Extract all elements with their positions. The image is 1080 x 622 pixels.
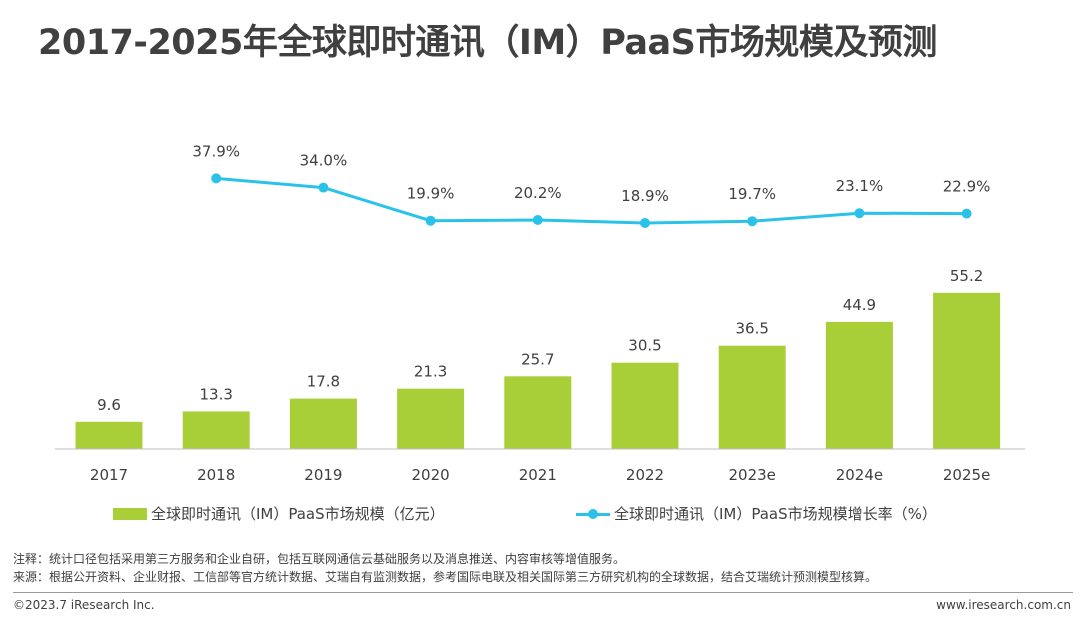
bar-2019 (289, 398, 357, 449)
legend-bar-label: 全球即时通讯（IM）PaaS市场规模（亿元） (151, 505, 445, 523)
bar-2022 (611, 362, 679, 449)
x-tick-label: 2023e (728, 466, 775, 484)
bar-value-label: 9.6 (97, 396, 121, 414)
growth-rate-point (425, 215, 436, 226)
bar-value-label: 44.9 (843, 296, 876, 314)
x-tick-label: 2024e (836, 466, 883, 484)
x-tick-label: 2022 (626, 466, 664, 484)
legend-line-swatch (576, 508, 610, 520)
bar-2024e (825, 321, 893, 449)
website-text: www.iresearch.com.cn (936, 598, 1071, 612)
labels-layer: 9.6 2017 13.3 2018 17.8 2019 21.3 2020 25.7 2021 3… (90, 142, 991, 484)
bar-value-label: 36.5 (735, 320, 768, 338)
growth-rate-point (640, 218, 650, 228)
footer-divider (13, 592, 1073, 593)
growth-rate-label: 23.1% (836, 177, 884, 195)
note-text: 注释：统计口径包括采用第三方服务和企业自研，包括互联网通信云基础服务以及消息推送… (13, 552, 626, 566)
bar-2018 (182, 411, 250, 449)
bars-layer (75, 292, 1001, 449)
bar-value-label: 13.3 (199, 385, 232, 403)
growth-rate-point (211, 173, 222, 184)
source-text: 来源：根据公开资料、企业财报、工信部等官方统计数据、艾瑞自有监测数据，参考国际电… (13, 570, 878, 584)
x-tick-label: 2019 (304, 466, 342, 484)
bar-2025e (933, 292, 1001, 449)
growth-rate-label: 19.9% (407, 185, 455, 203)
legend-item-line: 全球即时通讯（IM）PaaS市场规模增长率（%） (576, 503, 937, 524)
bar-2020 (397, 388, 465, 449)
growth-rate-label: 34.0% (300, 152, 348, 170)
bar-2023e (718, 345, 786, 449)
x-tick-label: 2020 (412, 466, 450, 484)
bar-value-label: 21.3 (414, 363, 447, 381)
growth-rate-label: 18.9% (621, 187, 669, 205)
growth-rate-point (854, 208, 865, 219)
copyright-text: ©2023.7 iResearch Inc. (13, 598, 155, 612)
growth-rate-point (318, 182, 329, 193)
growth-rate-label: 37.9% (192, 142, 240, 160)
notes-block: 注释：统计口径包括采用第三方服务和企业自研，包括互联网通信云基础服务以及消息推送… (13, 550, 877, 586)
line-layer (211, 173, 972, 228)
bar-2021 (504, 376, 572, 449)
growth-rate-point (747, 216, 758, 227)
growth-rate-point (532, 215, 543, 225)
x-tick-label: 2021 (519, 466, 557, 484)
legend-item-bar: 全球即时通讯（IM）PaaS市场规模（亿元） (113, 503, 445, 524)
growth-rate-label: 19.7% (728, 185, 776, 203)
growth-rate-line (216, 176, 967, 225)
bar-value-label: 17.8 (307, 373, 340, 391)
bar-2017 (75, 421, 143, 449)
x-tick-label: 2025e (943, 466, 990, 484)
bar-value-label: 25.7 (521, 350, 554, 368)
combo-chart: 9.6 2017 13.3 2018 17.8 2019 21.3 2020 25.7 2021 3… (55, 142, 1025, 484)
bar-value-label: 55.2 (950, 267, 983, 285)
chart-title: 2017-2025年全球即时通讯（IM）PaaS市场规模及预测 (38, 23, 937, 63)
bar-value-label: 30.5 (628, 337, 661, 355)
legend: 全球即时通讯（IM）PaaS市场规模（亿元） 全球即时通讯（IM）PaaS市场规… (0, 503, 1080, 531)
growth-rate-label: 22.9% (943, 178, 991, 196)
x-tick-label: 2017 (90, 466, 128, 484)
growth-rate-point (961, 208, 972, 219)
legend-bar-swatch (113, 507, 147, 520)
growth-rate-label: 20.2% (514, 184, 562, 202)
x-tick-label: 2018 (197, 466, 235, 484)
legend-line-label: 全球即时通讯（IM）PaaS市场规模增长率（%） (614, 505, 937, 523)
